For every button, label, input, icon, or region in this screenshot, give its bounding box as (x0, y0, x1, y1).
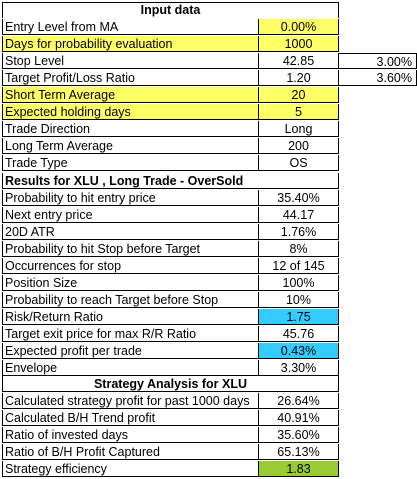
strategy-row: Strategy efficiency 1.83 (0, 461, 417, 477)
input-header-row: Input data (0, 2, 417, 18)
results-row-label[interactable]: Probability to hit entry price (2, 190, 258, 206)
results-row: Risk/Return Ratio 1.75 (0, 309, 417, 325)
strategy-row-value[interactable]: 40.91% (258, 410, 339, 426)
results-row-value[interactable]: 100% (258, 275, 339, 291)
results-row-label[interactable]: Probability to hit Stop before Target (2, 241, 258, 257)
results-row: Probability to hit entry price 35.40% (0, 190, 417, 206)
results-row-label[interactable]: Probability to reach Target before Stop (2, 292, 258, 308)
results-row-label[interactable]: 20D ATR (2, 224, 258, 240)
input-row-label[interactable]: Expected holding days (2, 104, 258, 120)
results-row-value[interactable]: 1.75 (258, 309, 339, 325)
input-row: Expected holding days 5 (0, 104, 417, 120)
results-row-value[interactable]: 44.17 (258, 207, 339, 223)
strategy-header[interactable]: Strategy Analysis for XLU (2, 376, 339, 392)
strategy-row-label[interactable]: Calculated B/H Trend profit (2, 410, 258, 426)
strategy-row-value[interactable]: 65.13% (258, 444, 339, 460)
strategy-row-value[interactable]: 1.83 (258, 461, 339, 477)
input-row: Stop Level 42.85 3.00% (0, 53, 417, 69)
results-row-value[interactable]: 8% (258, 241, 339, 257)
strategy-row: Calculated B/H Trend profit 40.91% (0, 410, 417, 426)
input-row: Short Term Average 20 (0, 87, 417, 103)
results-row-label[interactable]: Position Size (2, 275, 258, 291)
results-row-label[interactable]: Risk/Return Ratio (2, 309, 258, 325)
input-row: Target Profit/Loss Ratio 1.20 3.60% (0, 70, 417, 86)
input-row-value[interactable]: OS (258, 155, 339, 171)
results-row: Expected profit per trade 0.43% (0, 343, 417, 359)
input-row: Trade Direction Long (0, 121, 417, 137)
strategy-row: Ratio of invested days 35.60% (0, 427, 417, 443)
results-row: Position Size 100% (0, 275, 417, 291)
strategy-row-value[interactable]: 35.60% (258, 427, 339, 443)
results-row-value[interactable]: 35.40% (258, 190, 339, 206)
results-row-label[interactable]: Expected profit per trade (2, 343, 258, 359)
results-row-value[interactable]: 45.76 (258, 326, 339, 342)
results-header[interactable]: Results for XLU , Long Trade - OverSold (2, 173, 339, 189)
input-row: Long Term Average 200 (0, 138, 417, 154)
strategy-row-label[interactable]: Calculated strategy profit for past 1000… (2, 393, 258, 409)
results-header-row: Results for XLU , Long Trade - OverSold (0, 173, 417, 189)
strategy-row-label[interactable]: Strategy efficiency (2, 461, 258, 477)
strategy-row-value[interactable]: 26.64% (258, 393, 339, 409)
results-row-label[interactable]: Next entry price (2, 207, 258, 223)
input-row-value[interactable]: Long (258, 121, 339, 137)
strategy-row: Calculated strategy profit for past 1000… (0, 393, 417, 409)
results-row: Target exit price for max R/R Ratio 45.76 (0, 326, 417, 342)
results-row-label[interactable]: Target exit price for max R/R Ratio (2, 326, 258, 342)
strategy-row: Ratio of B/H Profit Captured 65.13% (0, 444, 417, 460)
results-row: Envelope 3.30% (0, 360, 417, 376)
strategy-header-row: Strategy Analysis for XLU (0, 376, 417, 392)
results-row-value[interactable]: 10% (258, 292, 339, 308)
input-row-value[interactable]: 42.85 (258, 53, 339, 69)
input-row-extra[interactable]: 3.00% (339, 53, 417, 69)
input-row: Trade Type OS (0, 155, 417, 171)
input-row-value[interactable]: 0.00% (258, 19, 339, 35)
input-row-label[interactable]: Target Profit/Loss Ratio (2, 70, 258, 86)
strategy-row-label[interactable]: Ratio of invested days (2, 427, 258, 443)
input-row-value[interactable]: 1000 (258, 36, 339, 52)
results-row: Occurrences for stop 12 of 145 (0, 258, 417, 274)
results-row-value[interactable]: 12 of 145 (258, 258, 339, 274)
input-row-label[interactable]: Trade Direction (2, 121, 258, 137)
input-row: Days for probability evaluation 1000 (0, 36, 417, 52)
results-row: Probability to hit Stop before Target 8% (0, 241, 417, 257)
input-row-label[interactable]: Short Term Average (2, 87, 258, 103)
results-row-value[interactable]: 3.30% (258, 360, 339, 376)
strategy-row-label[interactable]: Ratio of B/H Profit Captured (2, 444, 258, 460)
results-row-value[interactable]: 1.76% (258, 224, 339, 240)
input-row-value[interactable]: 1.20 (258, 70, 339, 86)
results-row-label[interactable]: Occurrences for stop (2, 258, 258, 274)
input-row-value[interactable]: 20 (258, 87, 339, 103)
input-row-label[interactable]: Days for probability evaluation (2, 36, 258, 52)
input-row-extra[interactable]: 3.60% (339, 70, 417, 86)
input-row-label[interactable]: Long Term Average (2, 138, 258, 154)
input-row-label[interactable]: Entry Level from MA (2, 19, 258, 35)
results-row: 20D ATR 1.76% (0, 224, 417, 240)
input-row-value[interactable]: 5 (258, 104, 339, 120)
input-header[interactable]: Input data (2, 3, 339, 18)
input-row-label[interactable]: Trade Type (2, 155, 258, 171)
input-row-value[interactable]: 200 (258, 138, 339, 154)
input-row: Entry Level from MA 0.00% (0, 19, 417, 35)
results-row-label[interactable]: Envelope (2, 360, 258, 376)
results-row-value[interactable]: 0.43% (258, 343, 339, 359)
results-row: Probability to reach Target before Stop 1… (0, 292, 417, 308)
input-row-label[interactable]: Stop Level (2, 53, 258, 69)
results-row: Next entry price 44.17 (0, 207, 417, 223)
